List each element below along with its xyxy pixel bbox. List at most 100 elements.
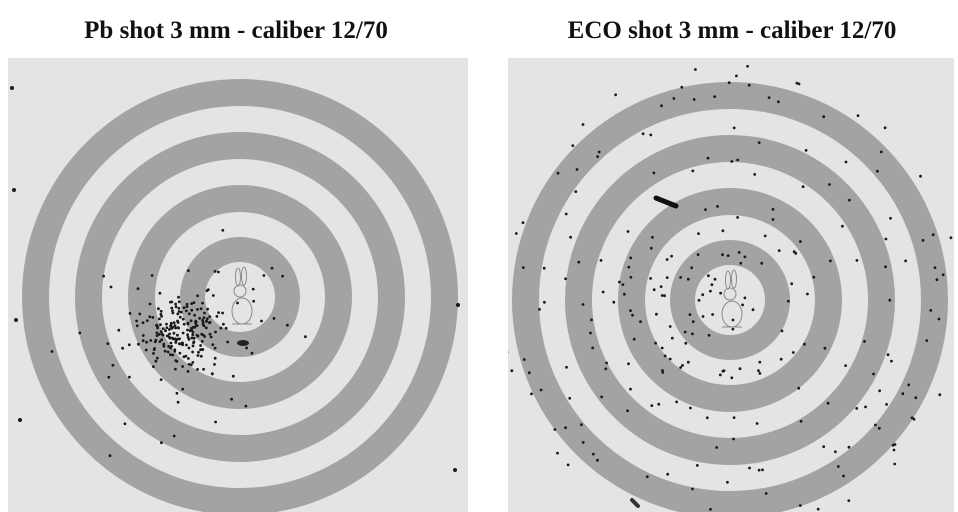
shot-hole bbox=[760, 261, 764, 265]
shot-hole bbox=[172, 321, 176, 325]
shot-hole bbox=[787, 299, 790, 303]
shot-hole bbox=[629, 256, 633, 260]
shot-hole bbox=[173, 348, 177, 352]
shot-hole bbox=[629, 387, 632, 391]
shot-hole bbox=[757, 141, 761, 145]
shot-hole bbox=[10, 86, 14, 90]
shot-hole bbox=[169, 323, 173, 326]
shot-hole bbox=[649, 246, 653, 250]
shot-hole bbox=[177, 295, 180, 299]
shot-hole bbox=[574, 190, 578, 194]
shot-hole bbox=[538, 308, 541, 311]
shot-hole bbox=[196, 294, 200, 298]
shot-hole bbox=[872, 372, 875, 376]
shot-hole bbox=[612, 300, 616, 304]
shot-hole bbox=[591, 346, 595, 350]
shot-hole bbox=[191, 325, 195, 329]
shot-hole bbox=[743, 255, 747, 259]
shot-hole bbox=[755, 422, 759, 425]
shot-hole bbox=[659, 285, 663, 288]
shot-hole bbox=[564, 426, 567, 430]
shot-hole bbox=[556, 451, 559, 455]
shot-hole bbox=[596, 458, 599, 462]
shot-hole bbox=[878, 389, 881, 393]
shot-hole bbox=[169, 353, 172, 357]
shot-hole bbox=[214, 330, 217, 334]
shot-hole bbox=[200, 339, 204, 343]
shot-hole bbox=[668, 325, 672, 328]
shot-hole bbox=[205, 289, 209, 293]
shot-hole bbox=[614, 93, 617, 97]
shot-hole bbox=[213, 363, 216, 366]
shot-hole bbox=[566, 463, 570, 467]
shot-hole bbox=[175, 391, 179, 395]
shot-hole bbox=[162, 344, 166, 348]
shot-hole bbox=[605, 361, 608, 365]
shot-hole bbox=[145, 319, 149, 322]
shot-hole bbox=[190, 308, 194, 312]
shot-hole bbox=[701, 315, 705, 318]
shot-hole bbox=[202, 316, 206, 320]
shot-hole bbox=[761, 468, 764, 472]
shot-hole bbox=[236, 301, 239, 305]
shot-hole bbox=[128, 312, 132, 315]
shot-hole bbox=[884, 237, 888, 241]
shot-hole bbox=[211, 294, 215, 297]
shot-hole bbox=[748, 466, 751, 470]
shot-hole bbox=[721, 369, 725, 373]
shot-hole bbox=[632, 337, 636, 341]
shot-hole bbox=[137, 342, 140, 346]
shot-hole bbox=[177, 310, 181, 313]
shot-hole bbox=[78, 331, 82, 335]
shot-hole bbox=[208, 315, 212, 318]
shot-hole bbox=[621, 283, 625, 286]
shot-hole bbox=[836, 465, 840, 468]
shot-hole bbox=[739, 261, 743, 265]
shot-hole bbox=[167, 345, 171, 348]
shot-hole bbox=[138, 312, 142, 316]
shot-hole bbox=[102, 274, 105, 278]
shot-hole bbox=[530, 392, 533, 396]
shot-hole bbox=[901, 392, 905, 396]
shot-hole bbox=[731, 318, 735, 322]
shot-hole bbox=[221, 228, 225, 232]
shot-hole bbox=[156, 326, 160, 330]
shot-hole bbox=[863, 340, 866, 343]
shot-hole bbox=[651, 235, 654, 239]
shot-hole bbox=[174, 302, 178, 306]
shot-hole bbox=[886, 353, 890, 357]
shot-hole bbox=[925, 339, 929, 342]
shot-hole bbox=[495, 277, 498, 280]
shot-hole bbox=[709, 507, 712, 511]
shot-hole bbox=[618, 280, 621, 284]
shot-hole bbox=[200, 332, 204, 336]
shot-hole bbox=[166, 350, 170, 354]
shot-hole bbox=[181, 317, 185, 321]
shot-hole bbox=[672, 97, 676, 100]
shot-hole bbox=[193, 313, 197, 317]
shot-hole bbox=[215, 315, 219, 318]
shot-hole bbox=[675, 400, 678, 404]
shot-hole bbox=[707, 333, 711, 337]
shot-hole bbox=[727, 81, 731, 85]
shot-hole bbox=[201, 301, 204, 305]
shot-hole bbox=[842, 474, 845, 478]
shot-hole bbox=[135, 319, 139, 323]
shot-hole bbox=[151, 316, 155, 319]
shot-hole bbox=[639, 320, 642, 324]
shot-hole bbox=[718, 373, 722, 377]
shot-hole bbox=[692, 98, 696, 101]
shot-hole bbox=[150, 274, 154, 277]
shot-hole bbox=[660, 294, 664, 297]
shot-hole bbox=[695, 464, 699, 467]
shot-hole bbox=[252, 299, 256, 303]
shot-hole bbox=[707, 274, 710, 278]
shot-hole bbox=[157, 307, 160, 311]
shot-hole bbox=[938, 393, 942, 397]
ring bbox=[670, 240, 790, 360]
shot-hole bbox=[192, 340, 196, 344]
shot-hole bbox=[893, 462, 897, 466]
shot-hole bbox=[931, 233, 935, 237]
shot-hole bbox=[736, 158, 740, 162]
